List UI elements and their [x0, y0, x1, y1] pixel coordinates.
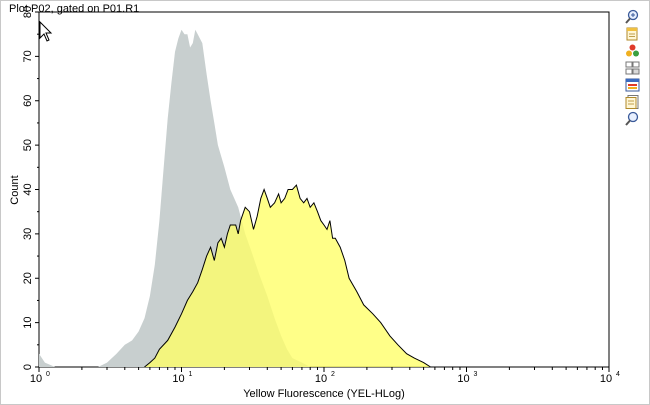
x-tick-exponent: 4	[616, 371, 620, 378]
window-button[interactable]	[624, 77, 641, 93]
x-tick-label: 10	[30, 373, 42, 385]
y-tick-label: 20	[22, 272, 34, 284]
y-tick-label: 50	[22, 139, 34, 151]
y-tick-label: 70	[22, 50, 34, 62]
layout-button[interactable]	[624, 60, 641, 76]
y-tick-label: 60	[22, 95, 34, 107]
magnifier-plus-icon	[625, 9, 639, 24]
y-tick-label: 80	[22, 6, 34, 18]
zoom-out-button[interactable]	[624, 111, 641, 127]
document-button[interactable]	[624, 94, 641, 110]
x-tick-label: 10	[315, 373, 327, 385]
x-tick-exponent: 2	[331, 371, 335, 378]
x-tick-exponent: 0	[46, 371, 50, 378]
y-tick-label: 10	[22, 317, 34, 329]
magnifier-icon	[625, 111, 639, 126]
color-button[interactable]	[624, 43, 641, 59]
document-icon	[625, 95, 639, 109]
y-tick-label: 40	[22, 183, 34, 195]
layout-grid-icon	[625, 61, 640, 75]
window-icon	[625, 78, 640, 92]
x-axis-label: Yellow Fluorescence (YEL-HLog)	[243, 388, 405, 400]
copy-button[interactable]	[624, 26, 641, 42]
x-tick-exponent: 1	[189, 371, 193, 378]
copy-page-icon	[626, 27, 638, 41]
y-axis-label: Count	[9, 175, 21, 204]
y-tick-label: 0	[22, 364, 34, 370]
zoom-in-button[interactable]	[624, 9, 641, 25]
mouse-cursor-icon	[39, 20, 53, 42]
x-tick-exponent: 3	[474, 371, 478, 378]
histogram-series-2-outline	[144, 184, 431, 367]
x-tick-label: 10	[172, 373, 184, 385]
plot-toolbar	[624, 9, 642, 127]
plot-title: Plot P02, gated on P01.R1	[9, 3, 140, 15]
y-tick-label: 30	[22, 228, 34, 240]
histogram-series-2-area	[144, 185, 431, 367]
x-tick-label: 10	[600, 373, 612, 385]
x-tick-label: 10	[457, 373, 469, 385]
color-balls-icon	[626, 44, 639, 57]
